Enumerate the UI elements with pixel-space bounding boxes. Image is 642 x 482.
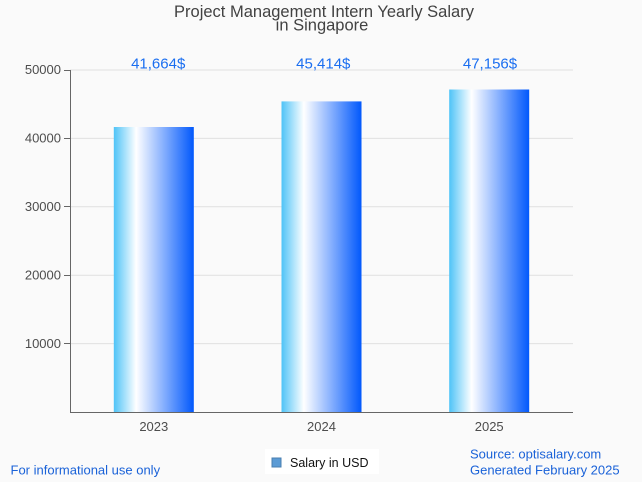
svg-text:20000: 20000 bbox=[25, 267, 61, 282]
svg-text:41,664$: 41,664$ bbox=[131, 55, 186, 72]
svg-text:40000: 40000 bbox=[25, 131, 61, 146]
svg-text:45,414$: 45,414$ bbox=[296, 55, 351, 72]
svg-text:Generated February 2025: Generated February 2025 bbox=[470, 463, 620, 478]
svg-text:2024: 2024 bbox=[307, 419, 336, 434]
svg-text:50000: 50000 bbox=[25, 62, 61, 77]
svg-text:10000: 10000 bbox=[25, 336, 61, 351]
svg-text:30000: 30000 bbox=[25, 199, 61, 214]
svg-text:For informational use only: For informational use only bbox=[11, 463, 161, 478]
svg-text:Source: optisalary.com: Source: optisalary.com bbox=[470, 447, 601, 462]
svg-text:2025: 2025 bbox=[475, 419, 504, 434]
svg-text:Salary in USD: Salary in USD bbox=[290, 456, 369, 470]
svg-text:47,156$: 47,156$ bbox=[463, 55, 518, 72]
svg-text:2023: 2023 bbox=[139, 419, 168, 434]
svg-text:in Singapore: in Singapore bbox=[276, 17, 369, 35]
svg-text:Project Management Intern Year: Project Management Intern Yearly Salary bbox=[174, 3, 475, 21]
